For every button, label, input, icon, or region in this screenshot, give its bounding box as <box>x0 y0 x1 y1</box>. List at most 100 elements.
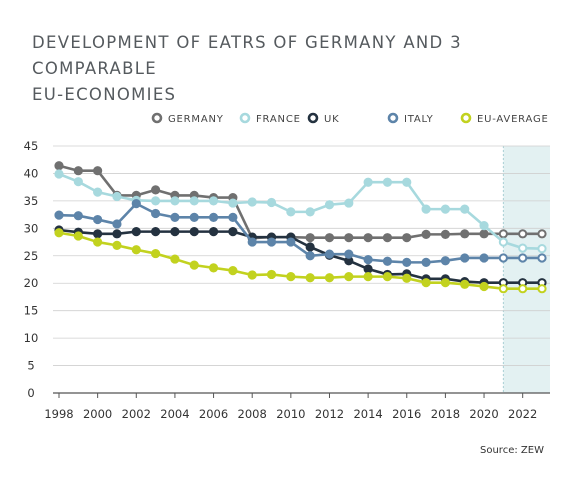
data-point <box>189 196 199 206</box>
data-point <box>170 227 180 237</box>
data-point <box>247 270 257 280</box>
legend-label: GERMANY <box>168 114 224 125</box>
legend: GERMANY FRANCE UK ITALY EU-AVERAGE <box>151 112 549 125</box>
data-point <box>286 207 296 217</box>
data-point <box>460 229 470 239</box>
x-tick-label: 2012 <box>315 407 344 421</box>
legend-label: UK <box>324 114 339 125</box>
legend-marker <box>307 112 319 124</box>
data-point <box>93 237 103 247</box>
legend-label: ITALY <box>404 114 434 125</box>
data-point <box>344 198 354 208</box>
data-point <box>247 197 257 207</box>
data-point <box>518 243 528 253</box>
x-tick-label: 2020 <box>469 407 498 421</box>
data-point <box>151 185 161 195</box>
data-point <box>228 227 238 237</box>
data-point <box>440 278 450 288</box>
chart-title: DEVELOPMENT OF EATRS OF GERMANY AND 3 CO… <box>32 30 552 108</box>
legend-marker <box>460 112 472 124</box>
data-point <box>93 166 103 176</box>
data-point <box>170 254 180 264</box>
x-axis-ticks: 1998 2000 2002 2004 2006 2008 2010 2012 2014 2016… <box>44 393 537 421</box>
x-tick-label: 1998 <box>44 407 73 421</box>
x-tick-label: 2006 <box>199 407 228 421</box>
data-point <box>73 211 83 221</box>
y-tick-label: 15 <box>24 304 39 318</box>
data-point <box>54 228 64 238</box>
data-point <box>498 237 508 247</box>
y-tick-label: 0 <box>27 386 34 400</box>
shaded-forecast-region <box>502 146 550 393</box>
data-point <box>363 272 373 282</box>
data-point <box>208 196 219 206</box>
data-point <box>131 199 141 209</box>
data-point <box>498 229 508 239</box>
data-point <box>460 279 470 289</box>
data-point <box>305 273 315 283</box>
data-point <box>382 256 393 266</box>
x-tick-label: 2010 <box>276 407 305 421</box>
legend-item-eu-average: EU-AVERAGE <box>460 112 549 125</box>
chart-title-line-2: EU-ECONOMIES <box>32 85 177 104</box>
data-point <box>344 249 354 259</box>
legend-marker <box>151 112 163 124</box>
data-point <box>344 272 354 282</box>
data-point <box>73 166 83 176</box>
y-tick-label: 45 <box>24 139 39 153</box>
data-point <box>324 249 335 259</box>
y-axis-ticks: 0 5 10 15 20 25 30 35 40 45 <box>24 139 39 400</box>
legend-marker <box>239 112 251 124</box>
data-point <box>324 200 335 210</box>
x-tick-label: 2008 <box>238 407 267 421</box>
x-tick-label: 2022 <box>508 407 537 421</box>
x-tick-label: 2018 <box>431 407 460 421</box>
data-point <box>93 187 103 197</box>
x-tick-label: 2004 <box>160 407 189 421</box>
x-tick-label: 2000 <box>83 407 112 421</box>
data-point <box>54 210 64 220</box>
data-point <box>421 204 431 214</box>
data-point <box>382 233 393 243</box>
data-point <box>537 284 547 294</box>
data-point <box>440 229 450 239</box>
y-tick-label: 5 <box>27 359 34 373</box>
data-point <box>208 263 219 273</box>
y-tick-label: 10 <box>24 331 39 345</box>
data-point <box>363 255 373 265</box>
data-point <box>305 251 315 261</box>
data-point <box>537 253 547 263</box>
data-point <box>402 177 412 187</box>
x-tick-label: 2014 <box>353 407 382 421</box>
legend-marker <box>387 112 399 124</box>
data-point <box>402 273 412 283</box>
y-tick-label: 40 <box>24 166 39 180</box>
data-point <box>518 229 528 239</box>
data-point <box>151 196 161 206</box>
data-point <box>189 212 199 222</box>
data-point <box>518 253 528 263</box>
legend-label: EU-AVERAGE <box>477 114 549 125</box>
data-point <box>344 233 354 243</box>
data-point <box>93 214 103 225</box>
data-point <box>73 177 83 187</box>
forecast-shade <box>503 146 550 393</box>
data-point <box>479 220 489 231</box>
data-point <box>498 284 508 294</box>
data-point <box>402 257 412 267</box>
data-point <box>402 233 412 243</box>
chart-title-line-1: DEVELOPMENT OF EATRS OF GERMANY AND 3 CO… <box>32 33 462 78</box>
series-italy <box>54 199 547 267</box>
data-point <box>228 212 238 222</box>
data-point <box>189 227 199 237</box>
data-point <box>498 253 508 263</box>
series-line <box>58 164 542 240</box>
data-point <box>266 269 277 280</box>
source-note: Source: ZEW <box>480 445 544 456</box>
legend-item-germany: GERMANY <box>151 112 224 125</box>
data-point <box>440 256 450 266</box>
data-point <box>421 278 431 288</box>
data-point <box>460 253 470 263</box>
data-point <box>324 273 335 283</box>
